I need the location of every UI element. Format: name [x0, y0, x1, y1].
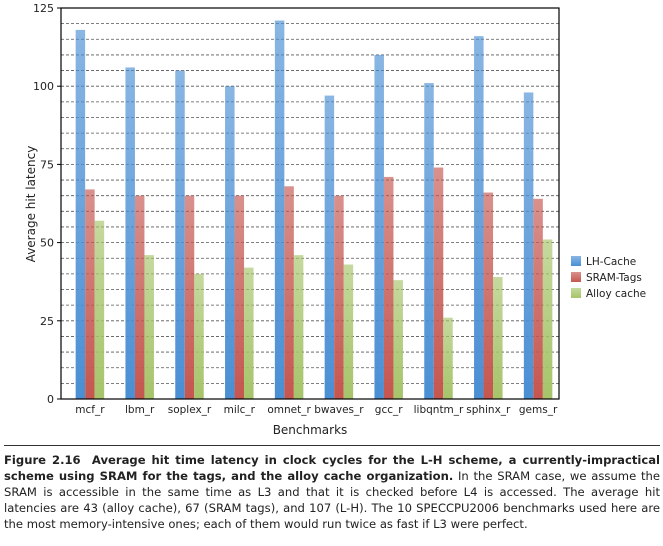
x-tick-label: omnet_r — [267, 404, 311, 416]
y-tick-label: 0 — [47, 393, 54, 406]
bar-lh-cache-bwaves_r — [324, 95, 335, 400]
x-tick-label: soplex_r — [168, 404, 212, 416]
plot-frame — [60, 7, 560, 400]
y-tick-label: 75 — [40, 158, 54, 171]
legend-label: Alloy cache — [586, 288, 646, 300]
caption-text: In the SRAM case, we assume the SRAM is … — [4, 469, 660, 531]
caption-bold: Average hit time latency in clock cycles… — [4, 453, 661, 483]
bars — [75, 20, 553, 400]
bar-sram-tags-milc_r — [234, 195, 245, 399]
y-tick-label: 100 — [33, 80, 54, 93]
bar-sram-tags-gems_r — [533, 198, 543, 399]
y-axis-label: Average hit latency — [24, 146, 38, 263]
figure-caption: Figure 2.16 Average hit time latency in … — [4, 452, 660, 532]
bar-chart: 0 25 50 75 100 125 mcf_r lbm_r soplex_r milc_r omn… — [24, 2, 646, 437]
y-tick-label: 25 — [40, 315, 54, 328]
legend: LH-Cache SRAM-Tags Alloy cache — [571, 256, 646, 300]
bar-alloy-cache-omnet_r — [293, 255, 304, 399]
bar-alloy-cache-gcc_r — [393, 280, 403, 399]
bar-alloy-cache-soplex_r — [194, 273, 204, 399]
bar-alloy-cache-gems_r — [542, 239, 553, 399]
bar-sram-tags-soplex_r — [184, 195, 195, 399]
bar-sram-tags-lbm_r — [134, 195, 145, 399]
bar-sram-tags-mcf_r — [85, 189, 95, 399]
bar-sram-tags-sphinx_r — [483, 192, 494, 399]
legend-swatch — [571, 288, 581, 298]
bar-sram-tags-bwaves_r — [334, 195, 344, 399]
bar-lh-cache-soplex_r — [175, 70, 185, 399]
bar-alloy-cache-lbm_r — [144, 255, 154, 399]
x-tick-label: gems_r — [519, 404, 558, 416]
legend-label: SRAM-Tags — [586, 272, 642, 284]
bar-lh-cache-lbm_r — [125, 67, 135, 399]
legend-label: LH-Cache — [586, 256, 636, 268]
bar-lh-cache-gems_r — [523, 92, 534, 400]
bar-alloy-cache-sphinx_r — [493, 277, 503, 399]
y-tick-label: 125 — [33, 2, 54, 15]
bar-lh-cache-mcf_r — [75, 29, 86, 400]
legend-swatch — [571, 256, 581, 266]
x-tick-label: mcf_r — [75, 404, 105, 416]
x-tick-label: milc_r — [224, 404, 256, 416]
bar-lh-cache-gcc_r — [374, 54, 384, 400]
axes: 0 25 50 75 100 125 mcf_r lbm_r soplex_r milc_r omn… — [33, 2, 560, 416]
bar-sram-tags-omnet_r — [284, 186, 294, 399]
x-tick-label: lbm_r — [125, 404, 155, 416]
x-tick-label: libqntm_r — [414, 404, 464, 416]
bar-alloy-cache-bwaves_r — [343, 264, 354, 399]
x-tick-label: gcc_r — [375, 404, 403, 416]
caption-divider — [4, 445, 660, 446]
bar-alloy-cache-libqntm_r — [443, 317, 453, 399]
bar-sram-tags-libqntm_r — [433, 167, 444, 399]
x-tick-label: sphinx_r — [466, 404, 511, 416]
caption-label: Figure 2.16 — [4, 453, 81, 467]
x-tick-label: bwaves_r — [314, 404, 364, 416]
bar-lh-cache-sphinx_r — [474, 36, 484, 399]
legend-swatch — [571, 272, 581, 282]
bar-alloy-cache-mcf_r — [94, 220, 105, 399]
bar-alloy-cache-milc_r — [244, 267, 254, 399]
bar-lh-cache-libqntm_r — [424, 83, 434, 400]
x-axis-label: Benchmarks — [273, 423, 348, 437]
bar-lh-cache-omnet_r — [274, 20, 285, 400]
y-tick-label: 50 — [40, 237, 54, 250]
bar-sram-tags-gcc_r — [383, 176, 394, 399]
bar-lh-cache-milc_r — [225, 86, 235, 399]
